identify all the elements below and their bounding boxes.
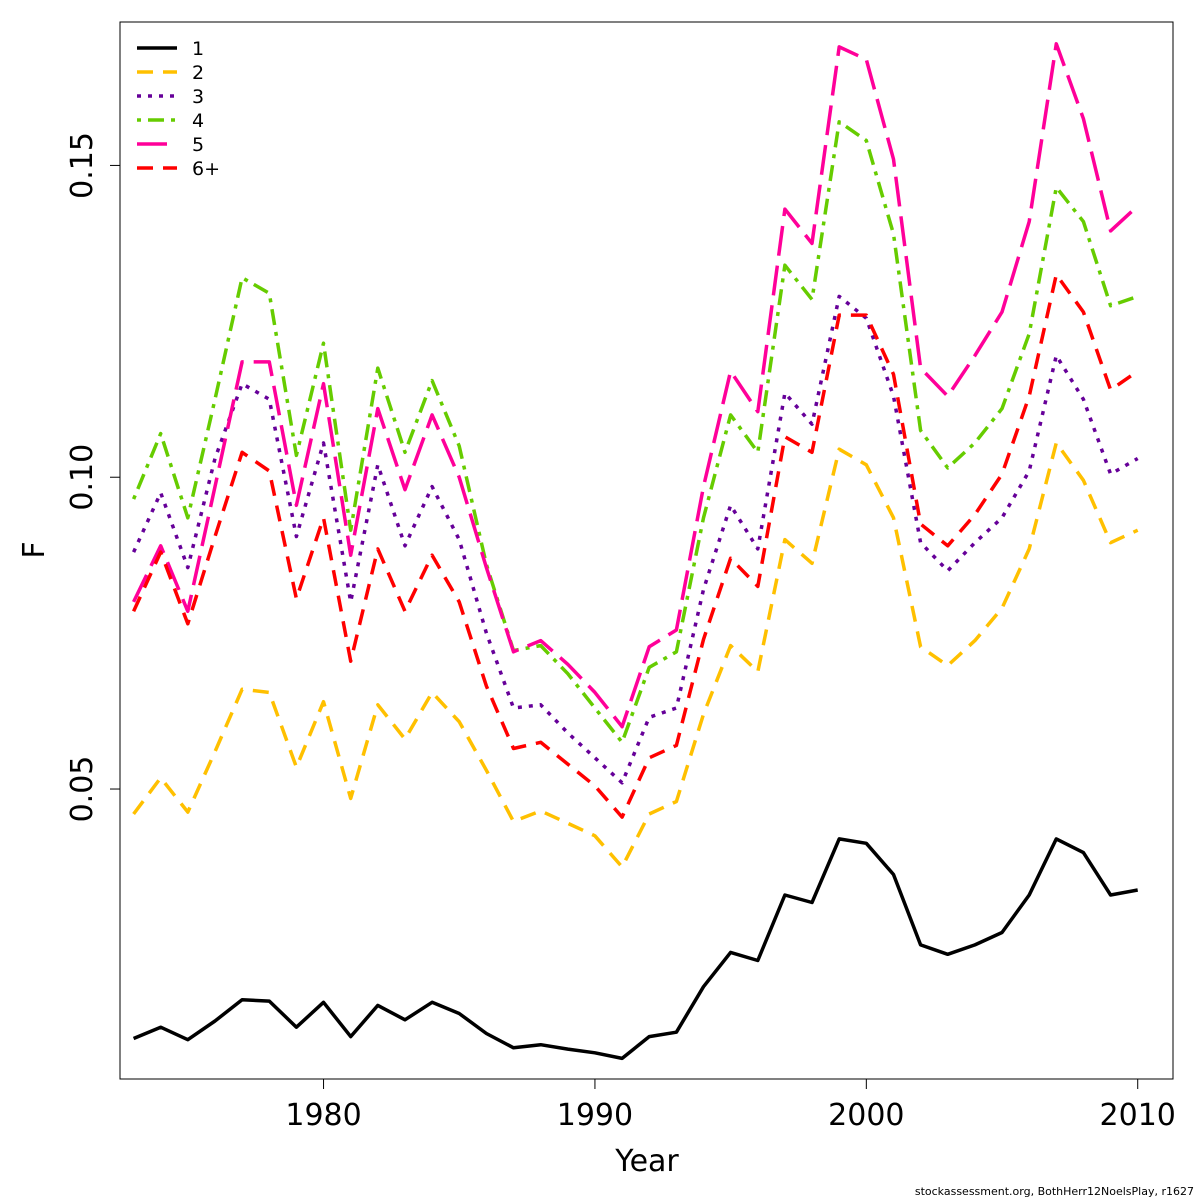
- series-line-2: [132, 441, 1139, 869]
- legend-label-2: 2: [192, 62, 204, 84]
- series-layer: [131, 42, 1139, 1061]
- y-tick-label-2: 0.15: [65, 132, 100, 199]
- y-tick-label-1: 0.10: [65, 444, 100, 511]
- series-line-6plus: [132, 272, 1139, 819]
- series-line-5: [132, 42, 1139, 729]
- x-tick-label-3: 2010: [1100, 1098, 1176, 1133]
- series-line-1: [132, 837, 1139, 1061]
- x-axis-title: Year: [614, 1144, 679, 1179]
- x-axis: 1980 1990 2000 2010: [285, 1079, 1176, 1133]
- y-axis-title: F: [17, 541, 52, 558]
- plot-frame: [119, 21, 1174, 1080]
- legend-label-6plus: 6+: [192, 158, 220, 180]
- x-tick-label-1: 1990: [557, 1098, 633, 1133]
- credit-text: stockassessment.org, BothHerr12NoelsPlay…: [914, 1185, 1194, 1198]
- legend-label-5: 5: [192, 134, 204, 156]
- legend-label-3: 3: [192, 86, 204, 108]
- legend-label-1: 1: [192, 38, 204, 60]
- y-axis: 0.05 0.10 0.15: [65, 132, 120, 822]
- series-line-4: [131, 120, 1139, 745]
- y-tick-label-0: 0.05: [65, 756, 100, 823]
- legend-label-4: 4: [192, 110, 204, 132]
- x-tick-label-2: 2000: [828, 1098, 904, 1133]
- x-tick-label-0: 1980: [285, 1098, 361, 1133]
